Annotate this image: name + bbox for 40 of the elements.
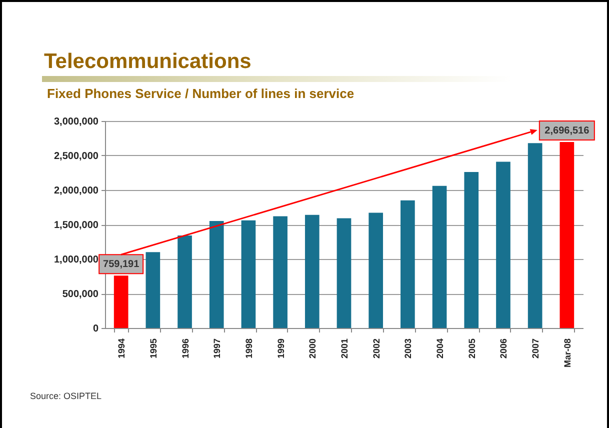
y-tick-label: 2,000,000 [54,186,99,196]
x-tick-label: 2002 [371,338,382,359]
chart-title: Telecommunications [44,50,252,74]
x-tick-label: 2001 [340,338,350,359]
y-tick-label: 500,000 [62,289,99,300]
y-tick-label: 1,000,000 [54,254,99,266]
bar [304,214,320,328]
data-label: 2,696,516 [544,125,590,136]
x-tick-label: 1996 [180,338,190,359]
x-tick-label: 2006 [498,338,509,359]
bar [178,236,192,328]
x-tick-label: 1998 [244,338,254,359]
x-tick-label: 1995 [148,338,158,359]
bar [273,216,288,328]
bar [464,172,479,328]
x-tick-label: 1997 [212,338,222,359]
x-tick-label: 1999 [276,338,286,359]
x-tick-label: 2003 [403,338,414,359]
y-tick-label: 2,500,000 [54,151,99,162]
y-tick-label: 0 [92,324,99,334]
bar [146,252,160,328]
x-tick-label: 1994 [116,338,127,359]
data-label: 759,191 [103,259,140,270]
y-tick-label: 3,000,000 [54,116,99,128]
y-tick-label: 1,500,000 [54,220,99,231]
source-note: Source: OSIPTEL [30,391,102,401]
bar [241,220,256,328]
bar [209,221,224,328]
x-tick-label: Mar-08 [562,338,572,368]
bar [432,186,447,328]
chart-subtitle: Fixed Phones Service / Number of lines in service [47,86,354,101]
bar [400,200,415,328]
bar [368,212,384,328]
x-tick-label: 2004 [435,338,446,359]
bar [336,218,352,328]
x-tick-label: 2007 [530,338,541,359]
x-tick-label: 2000 [308,338,318,359]
x-tick-label: 2005 [466,338,477,359]
bar [528,143,542,328]
bar [496,162,510,328]
